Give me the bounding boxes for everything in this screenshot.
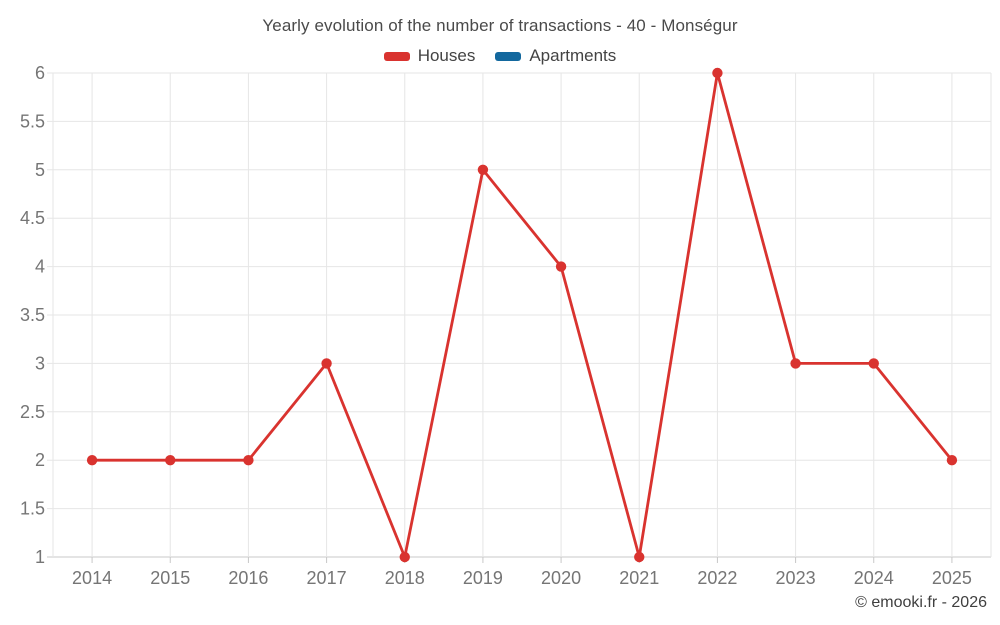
chart-title: Yearly evolution of the number of transa… xyxy=(262,16,738,35)
data-point-houses-2025[interactable] xyxy=(946,455,958,466)
x-tick-label: 2020 xyxy=(541,568,581,588)
x-tick-label: 2014 xyxy=(72,568,112,588)
y-tick-label: 6 xyxy=(35,63,45,83)
x-tick-label: 2015 xyxy=(150,568,190,588)
data-point-houses-2024[interactable] xyxy=(868,358,879,369)
y-tick-label: 2.5 xyxy=(20,402,45,422)
data-point-houses-2016[interactable] xyxy=(243,455,254,466)
series-line-houses xyxy=(90,71,954,559)
y-tick-label: 3.5 xyxy=(20,305,45,325)
x-tick-label: 2024 xyxy=(854,568,894,588)
data-point-houses-2023[interactable] xyxy=(790,358,801,369)
data-point-houses-2015[interactable] xyxy=(165,455,176,466)
data-point-houses-2022[interactable] xyxy=(712,67,723,79)
legend-label: Houses xyxy=(417,46,476,65)
x-tick-label: 2021 xyxy=(619,568,659,588)
legend: Houses Apartments xyxy=(0,46,1000,66)
data-point-houses-2017[interactable] xyxy=(321,358,332,369)
y-tick-label: 4 xyxy=(35,257,45,277)
copyright-text: © emooki.fr - 2026 xyxy=(855,594,987,611)
y-tick-label: 5.5 xyxy=(20,111,45,131)
x-tick-label: 2023 xyxy=(776,568,816,588)
legend-label: Apartments xyxy=(529,46,617,65)
x-tick-label: 2018 xyxy=(385,568,425,588)
legend-swatch-apartments xyxy=(495,51,522,61)
x-tick-label: 2025 xyxy=(932,568,972,588)
x-tick-label: 2019 xyxy=(463,568,503,588)
y-tick-label: 1 xyxy=(35,547,45,567)
x-tick-label: 2022 xyxy=(697,568,737,588)
data-point-houses-2020[interactable] xyxy=(555,261,567,272)
legend-item-houses[interactable]: Houses xyxy=(383,46,476,66)
data-point-houses-2019[interactable] xyxy=(477,164,489,175)
legend-item-apartments[interactable]: Apartments xyxy=(495,46,616,66)
data-point-houses-2014[interactable] xyxy=(86,455,98,466)
y-tick-label: 5 xyxy=(35,160,45,180)
legend-swatch-houses xyxy=(383,51,410,61)
x-tick-label: 2016 xyxy=(228,568,268,588)
y-tick-label: 4.5 xyxy=(20,208,45,228)
y-tick-label: 1.5 xyxy=(20,499,45,519)
data-point-houses-2018[interactable] xyxy=(399,551,410,563)
data-point-houses-2021[interactable] xyxy=(634,551,645,563)
x-tick-label: 2017 xyxy=(307,568,347,588)
y-tick-label: 3 xyxy=(35,353,45,373)
y-tick-label: 2 xyxy=(35,450,45,470)
